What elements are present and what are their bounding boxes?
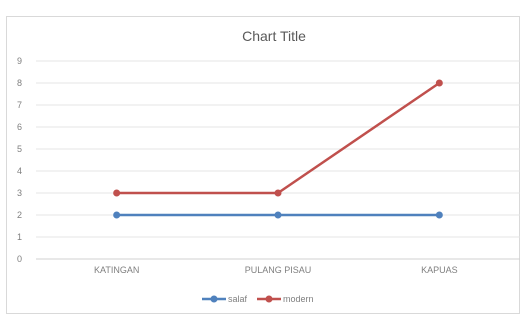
x-tick-label: PULANG PISAU <box>245 265 312 275</box>
legend-item-modern: modern <box>257 294 314 304</box>
y-tick-label: 3 <box>17 188 22 198</box>
series-line-modern <box>116 81 441 195</box>
data-point-modern <box>113 189 121 197</box>
data-point-modern <box>274 189 282 197</box>
y-tick-label: 7 <box>17 100 22 110</box>
x-tick-label: KAPUAS <box>421 265 458 275</box>
legend-label: salaf <box>228 294 248 304</box>
data-point-salaf <box>113 211 121 219</box>
legend-swatch-marker <box>210 295 218 303</box>
y-axis-ticks: 0 1 2 3 4 5 6 7 8 9 <box>17 56 22 264</box>
chart-title: Chart Title <box>242 28 306 44</box>
data-point-salaf <box>274 211 282 219</box>
legend-label: modern <box>283 294 314 304</box>
x-tick-label: KATINGAN <box>94 265 139 275</box>
legend: salaf modern <box>202 294 314 304</box>
y-tick-label: 6 <box>17 122 22 132</box>
y-tick-label: 5 <box>17 144 22 154</box>
series-group <box>113 79 443 219</box>
y-tick-label: 4 <box>17 166 22 176</box>
y-tick-label: 8 <box>17 78 22 88</box>
data-point-modern <box>435 79 443 87</box>
chart-frame <box>6 16 520 314</box>
y-tick-label: 0 <box>17 254 22 264</box>
y-tick-label: 1 <box>17 232 22 242</box>
x-axis-ticks: KATINGAN PULANG PISAU KAPUAS <box>94 265 458 275</box>
y-tick-label: 9 <box>17 56 22 66</box>
legend-item-salaf: salaf <box>202 294 248 304</box>
legend-swatch-marker <box>265 295 273 303</box>
gridlines <box>36 60 520 260</box>
data-point-salaf <box>435 211 443 219</box>
y-tick-label: 2 <box>17 210 22 220</box>
